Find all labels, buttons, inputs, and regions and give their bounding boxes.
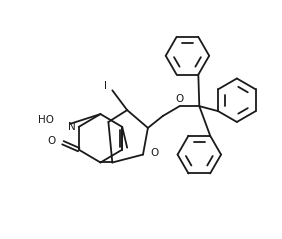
Text: O: O xyxy=(175,94,184,104)
Text: O: O xyxy=(150,148,158,158)
Text: I: I xyxy=(104,81,107,91)
Text: N: N xyxy=(68,122,76,132)
Text: O: O xyxy=(48,136,56,146)
Text: HO: HO xyxy=(38,115,54,125)
